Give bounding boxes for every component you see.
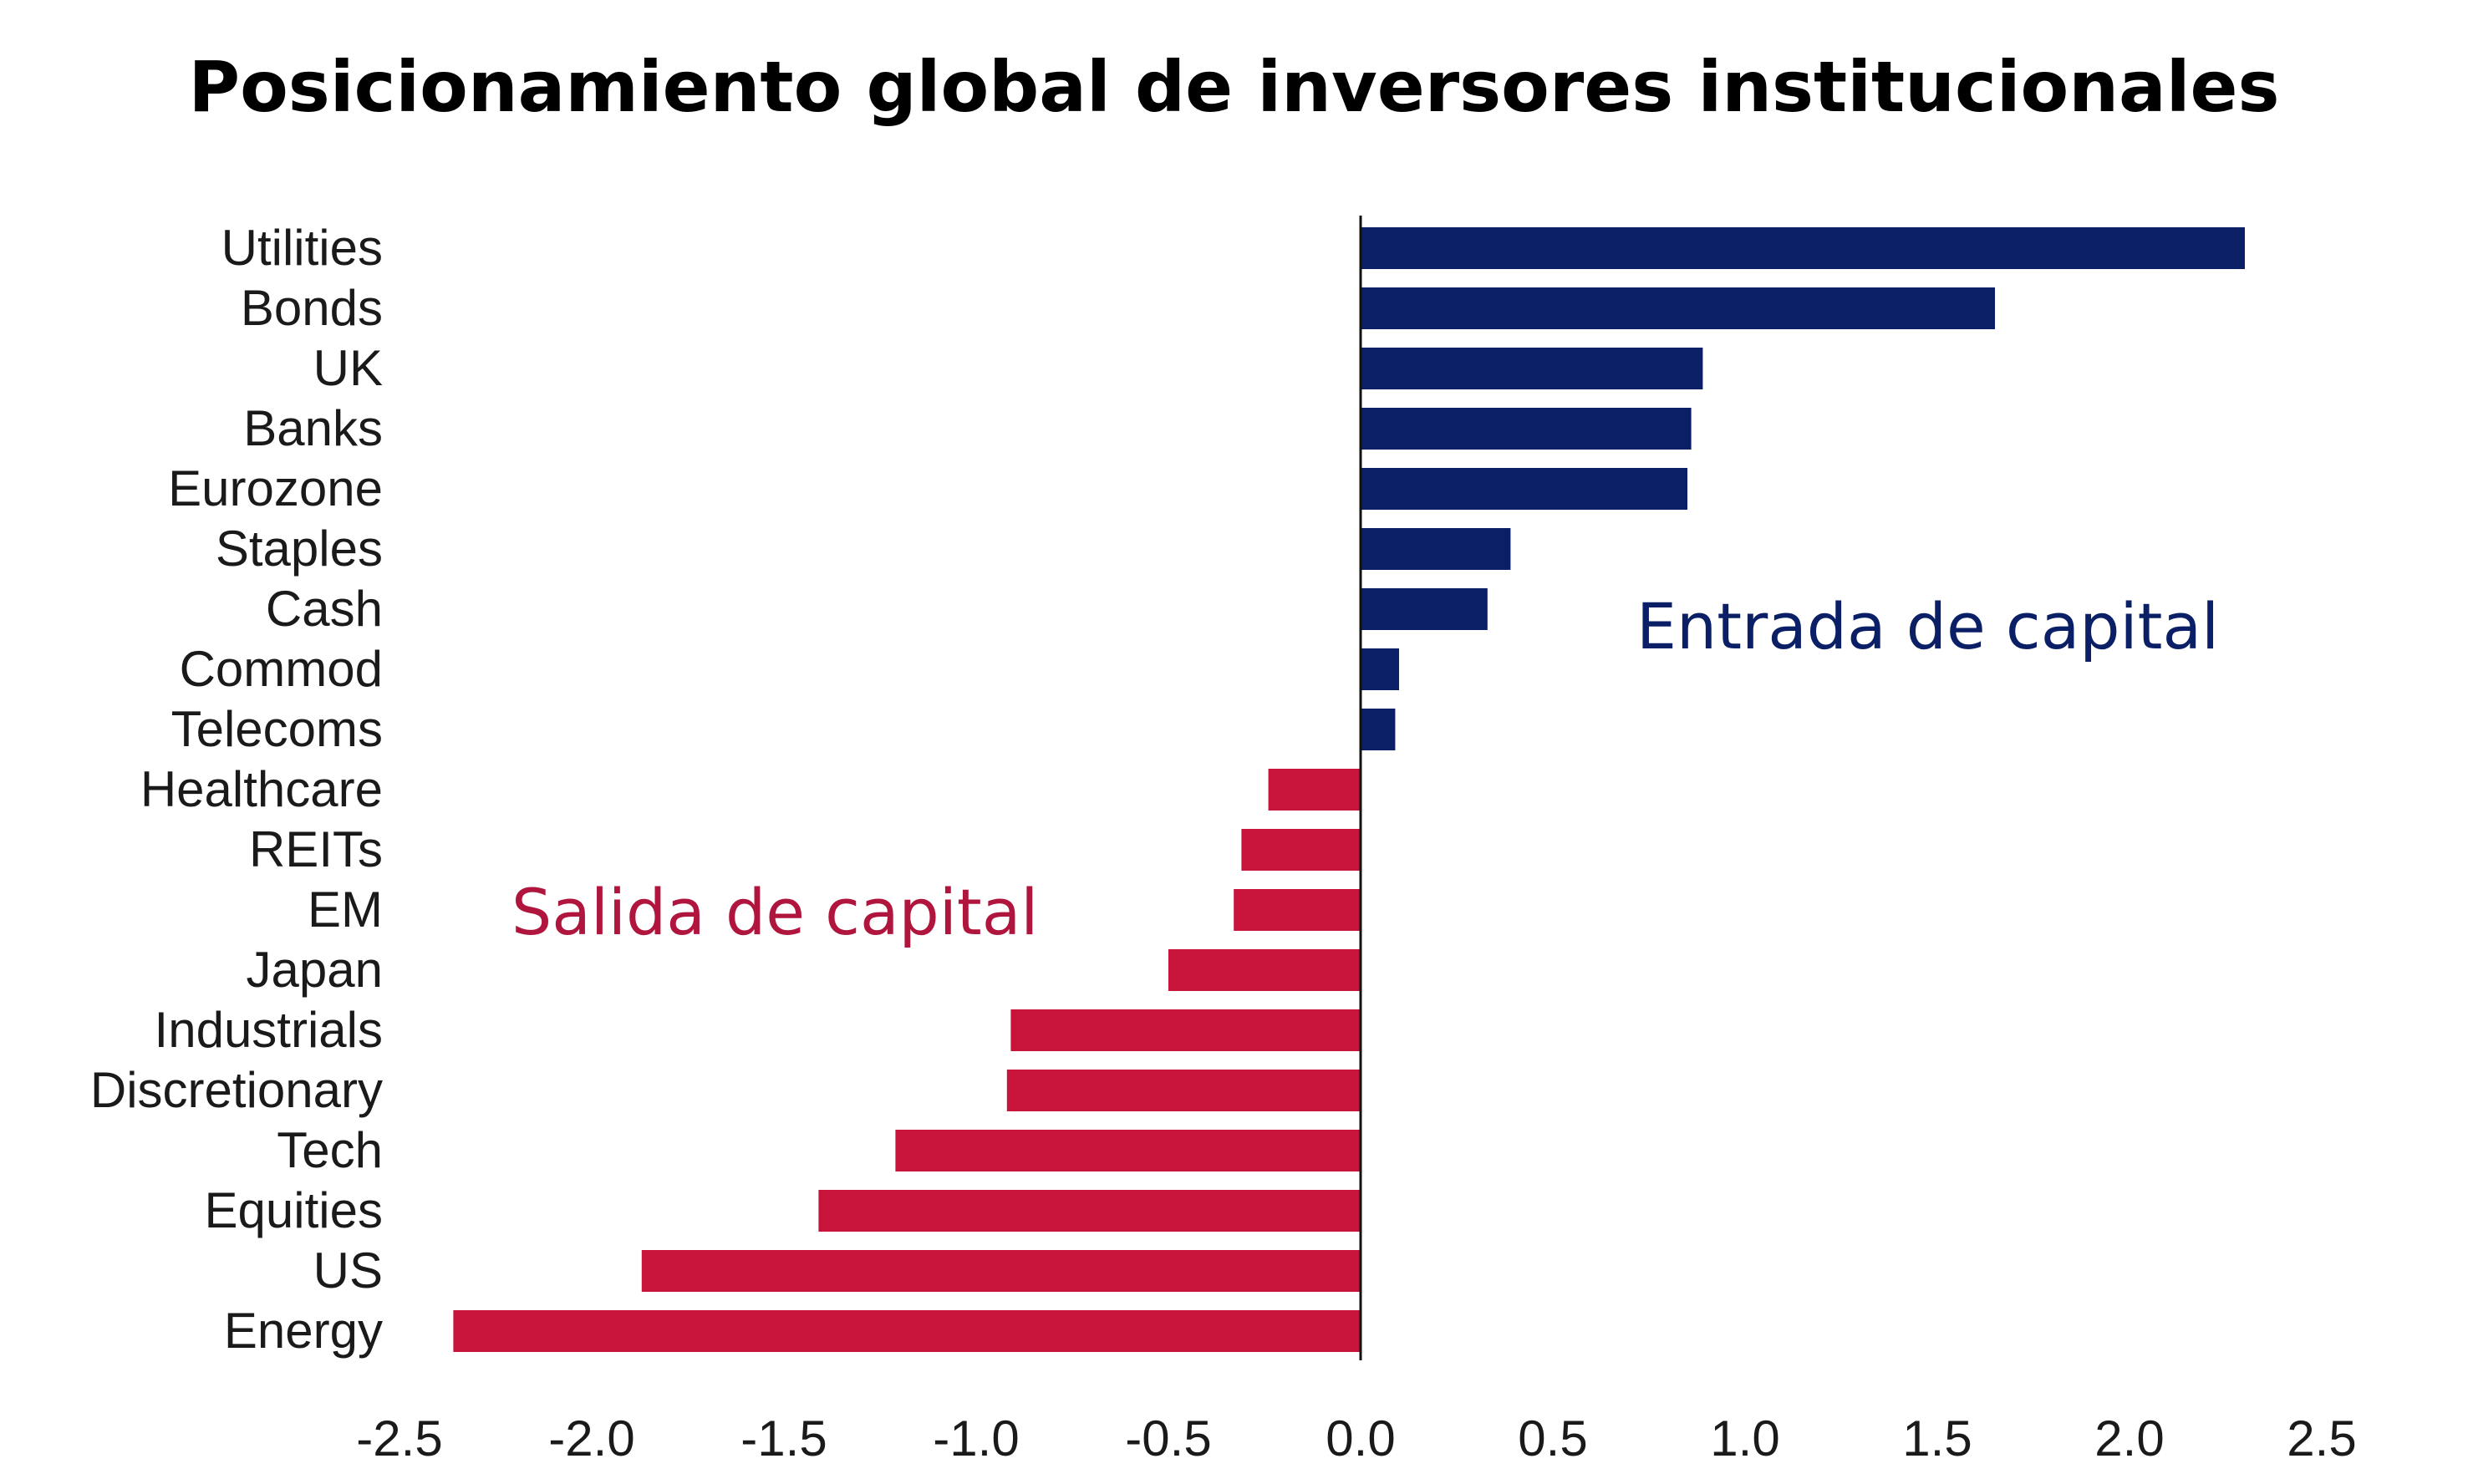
x-tick-label: 2.0	[2094, 1410, 2164, 1466]
bar-healthcare	[1268, 769, 1361, 811]
x-tick-label: 0.5	[1518, 1410, 1587, 1466]
x-tick-label: -1.5	[740, 1410, 827, 1466]
category-label: Cash	[266, 581, 383, 637]
category-label: Equities	[205, 1182, 383, 1238]
category-label: Japan	[247, 942, 383, 998]
chart-title: Posicionamiento global de inversores ins…	[188, 46, 2280, 128]
category-label: Tech	[277, 1122, 383, 1178]
category-label: Industrials	[155, 1002, 383, 1058]
x-tick-label: -2.0	[548, 1410, 634, 1466]
x-tick-label: -0.5	[1125, 1410, 1211, 1466]
bar-equities	[818, 1190, 1361, 1232]
category-label: Discretionary	[90, 1062, 383, 1118]
bar-em	[1234, 889, 1361, 931]
category-label: Eurozone	[168, 460, 383, 516]
x-tick-label: -2.5	[356, 1410, 442, 1466]
category-label: Commod	[180, 641, 383, 697]
category-label: Banks	[243, 400, 383, 456]
category-label: Bonds	[241, 280, 383, 336]
category-label: Energy	[224, 1303, 383, 1359]
category-label: Utilities	[221, 220, 383, 276]
category-label: Healthcare	[140, 761, 383, 817]
bar-uk	[1361, 348, 1703, 389]
x-tick-label: 2.5	[2287, 1410, 2356, 1466]
bar-reits	[1241, 829, 1361, 871]
bar-telecoms	[1361, 709, 1396, 750]
bar-japan	[1168, 949, 1361, 991]
bar-utilities	[1361, 227, 2245, 269]
bar-eurozone	[1361, 468, 1687, 510]
category-label: EM	[308, 882, 383, 938]
bar-banks	[1361, 408, 1692, 450]
bar-cash	[1361, 588, 1488, 630]
category-label: Telecoms	[171, 701, 383, 757]
bar-tech	[895, 1130, 1361, 1171]
bar-industrials	[1010, 1009, 1361, 1051]
category-label: Staples	[216, 521, 383, 577]
bar-commod	[1361, 648, 1399, 690]
bar-discretionary	[1006, 1070, 1361, 1111]
x-tick-label: 1.5	[1902, 1410, 1972, 1466]
annotation-inflow: Entrada de capital	[1636, 589, 2219, 663]
bar-bonds	[1361, 287, 1995, 329]
category-label: UK	[313, 340, 383, 396]
bar-staples	[1361, 528, 1511, 570]
category-label: REITs	[249, 821, 383, 877]
bar-energy	[453, 1310, 1361, 1352]
x-tick-label: 1.0	[1710, 1410, 1779, 1466]
x-tick-label: -1.0	[933, 1410, 1019, 1466]
annotation-outflow: Salida de capital	[511, 875, 1038, 949]
x-tick-label: 0.0	[1326, 1410, 1395, 1466]
bar-us	[641, 1250, 1361, 1292]
category-label: US	[313, 1243, 383, 1298]
